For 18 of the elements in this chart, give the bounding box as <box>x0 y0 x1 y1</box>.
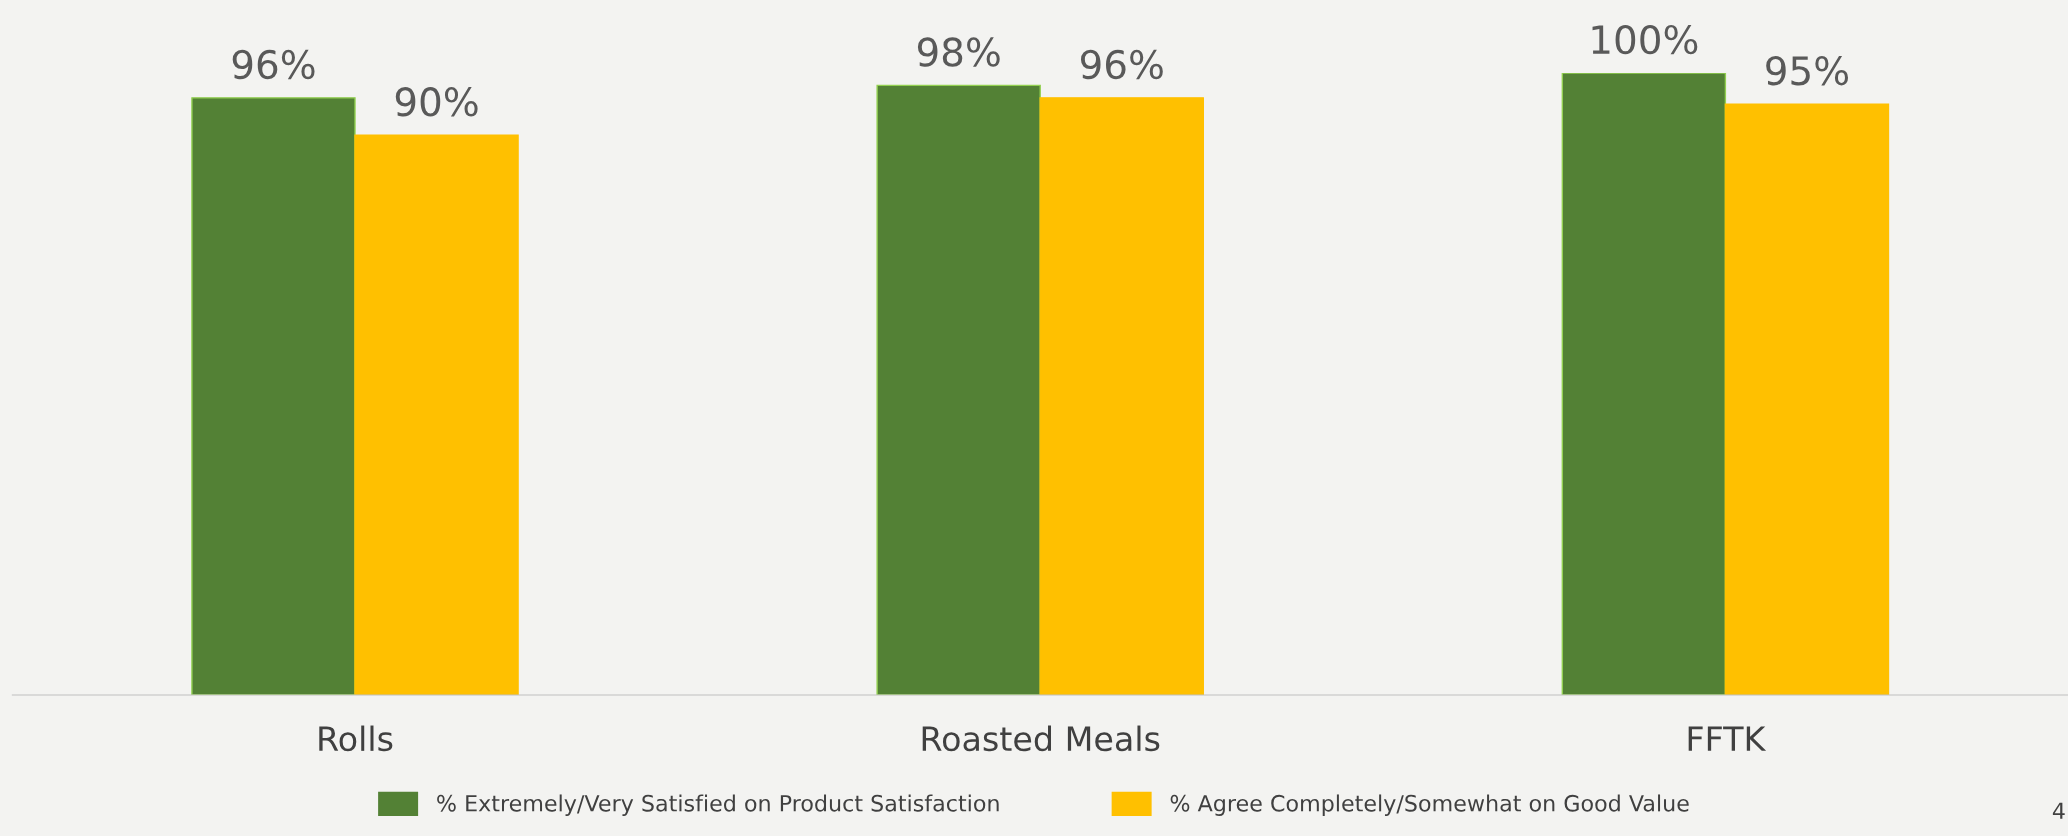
legend-label: % Agree Completely/Somewhat on Good Value <box>1170 794 1689 816</box>
legend-label: % Extremely/Very Satisfied on Product Satisfaction <box>437 794 999 816</box>
data-label: 95% <box>1766 56 1849 86</box>
bar <box>1039 97 1204 695</box>
x-tick-label: Rolls <box>319 725 393 752</box>
data-label: 96% <box>1080 49 1163 80</box>
x-tick-label: FFTK <box>1688 726 1767 751</box>
bar <box>876 84 1041 695</box>
text: 4 <box>2052 802 2065 819</box>
data-label: 100% <box>1592 24 1698 55</box>
bar <box>354 134 519 695</box>
data-label: 96% <box>232 49 315 80</box>
bar <box>191 97 356 695</box>
data-label: 90% <box>395 87 478 117</box>
bar <box>1561 72 1727 695</box>
data-label: 98% <box>917 37 1000 67</box>
x-tick-label: Roasted Meals <box>922 725 1160 752</box>
bar <box>1724 103 1890 695</box>
